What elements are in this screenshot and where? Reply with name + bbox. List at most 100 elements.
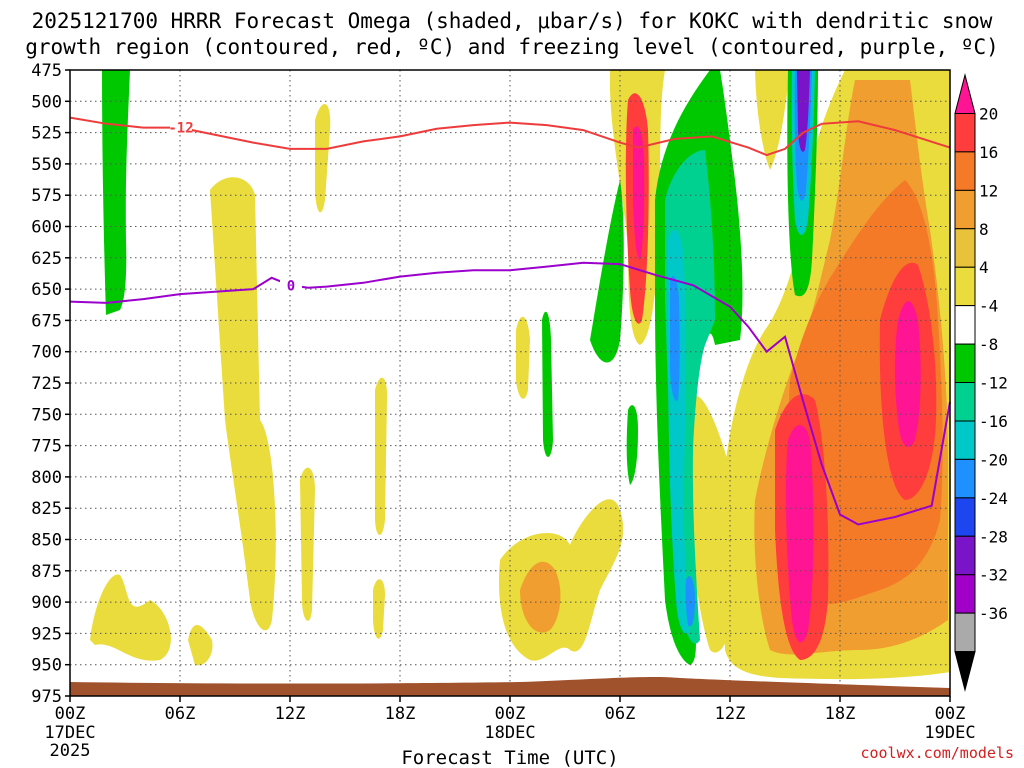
omega-region-yellow-b [90, 574, 171, 661]
colorbar-label: -12 [979, 374, 1008, 393]
y-tick-label: 500 [31, 92, 62, 112]
y-tick-label: 775 [31, 437, 62, 457]
terrain-ground [70, 676, 950, 696]
colorbar-segment [954, 612, 976, 653]
omega-region-green-b [542, 311, 553, 457]
colorbar-label: 16 [979, 143, 998, 162]
colorbar-label: -8 [979, 335, 998, 354]
y-axis: 475 500 525 550 575 600 625 650 675 700 725 750 775 8… [31, 61, 70, 707]
colorbar-label: 12 [979, 181, 998, 200]
omega-region-green-a [102, 70, 130, 315]
omega-region-magenta-a [785, 425, 814, 643]
y-tick-label: 700 [31, 343, 62, 363]
x-tick-date: 18DEC [484, 723, 535, 743]
y-tick-label: 550 [31, 155, 62, 175]
omega-region-orange-a [520, 561, 561, 633]
y-tick-label: 625 [31, 249, 62, 269]
y-tick-label: 950 [31, 656, 62, 676]
contour-series: -12 0 [69, 116, 951, 526]
y-tick-label: 725 [31, 374, 62, 394]
x-tick-label: 18Z [385, 704, 416, 724]
colorbar: 20 16 12 8 4 -4 -8 -12 -16 -20 -24 -28 -32 -36 [954, 73, 1008, 692]
y-tick-label: 575 [31, 186, 62, 206]
y-tick-label: 850 [31, 531, 62, 551]
y-tick-label: 975 [31, 687, 62, 707]
colorbar-segment [954, 189, 976, 230]
omega-region-yellow-c [188, 625, 213, 666]
series-line-1 [69, 261, 951, 526]
x-tick-label: 06Z [605, 704, 636, 724]
x-tick-label: 06Z [165, 704, 196, 724]
colorbar-label: 4 [979, 258, 989, 277]
y-tick-label: 750 [31, 405, 62, 425]
colorbar-label: -32 [979, 566, 1008, 585]
y-tick-label: 600 [31, 218, 62, 238]
x-tick-label: 00Z [55, 704, 86, 724]
x-tick-label: 00Z [935, 704, 966, 724]
y-tick-label: 900 [31, 593, 62, 613]
y-tick-label: 825 [31, 499, 62, 519]
x-tick-label: 12Z [275, 704, 306, 724]
omega-region-yellow-a [210, 177, 276, 631]
y-tick-label: 475 [31, 61, 62, 81]
colorbar-label: -24 [979, 489, 1008, 508]
x-tick-label: 18Z [825, 704, 856, 724]
colorbar-label: -36 [979, 604, 1008, 623]
colorbar-segment [954, 458, 976, 499]
y-tick-label: 800 [31, 468, 62, 488]
series-label: -12 [168, 121, 193, 137]
colorbar-segment [954, 73, 976, 114]
x-tick-date: 17DEC [44, 723, 95, 743]
colorbar-segment [954, 228, 976, 268]
y-tick-label: 875 [31, 562, 62, 582]
x-tick-label: 12Z [715, 704, 746, 724]
grid-lines [70, 70, 950, 696]
omega-region-yellow-d [300, 467, 315, 621]
omega-region-yellow-h [499, 499, 624, 661]
omega-region-magenta-b [895, 301, 921, 448]
colorbar-label: 8 [979, 220, 989, 239]
colorbar-label: -28 [979, 527, 1008, 546]
colorbar-segment [954, 343, 976, 383]
series-label-bg [170, 119, 192, 135]
y-tick-label: 650 [31, 280, 62, 300]
x-axis-label: Forecast Time (UTC) [401, 747, 618, 768]
series-label: 0 [287, 278, 295, 294]
omega-region-yellow-i [516, 316, 530, 399]
colorbar-label: -16 [979, 412, 1008, 431]
colorbar-label: 20 [979, 104, 998, 123]
y-tick-label: 675 [31, 311, 62, 331]
omega-region-blue-a [670, 276, 680, 401]
colorbar-segment [954, 112, 976, 153]
colorbar-segment [954, 420, 976, 460]
credit-text: coolwx.com/models [860, 744, 1014, 762]
colorbar-segment [954, 535, 976, 576]
omega-region-green-c [590, 180, 624, 363]
omega-region-green-d [626, 405, 638, 485]
x-tick-date: 19DEC [924, 723, 975, 743]
omega-region-yellow-g [373, 579, 385, 639]
y-tick-label: 525 [31, 124, 62, 144]
colorbar-segment [954, 497, 976, 537]
omega-region-yellow-e [315, 103, 331, 213]
omega-region-yellow-f [375, 377, 388, 535]
colorbar-segment [954, 574, 976, 614]
series-label-bg [280, 277, 302, 293]
colorbar-label: -20 [979, 450, 1008, 469]
x-tick-year: 2025 [50, 741, 91, 761]
omega-region-blue-b [685, 576, 695, 627]
series-line-0 [69, 116, 951, 157]
colorbar-segment [954, 651, 976, 692]
x-tick-label: 00Z [495, 704, 526, 724]
chart-title-line2: growth region (contoured, red, ºC) and f… [25, 35, 999, 59]
y-tick-label: 925 [31, 624, 62, 644]
chart-title-line1: 2025121700 HRRR Forecast Omega (shaded, … [31, 9, 993, 33]
colorbar-segment [954, 151, 976, 191]
omega-region-yellow-l [755, 70, 790, 170]
colorbar-segment [954, 266, 976, 307]
omega-shading [90, 70, 950, 680]
colorbar-label: -4 [979, 297, 998, 316]
colorbar-segment [954, 305, 976, 345]
